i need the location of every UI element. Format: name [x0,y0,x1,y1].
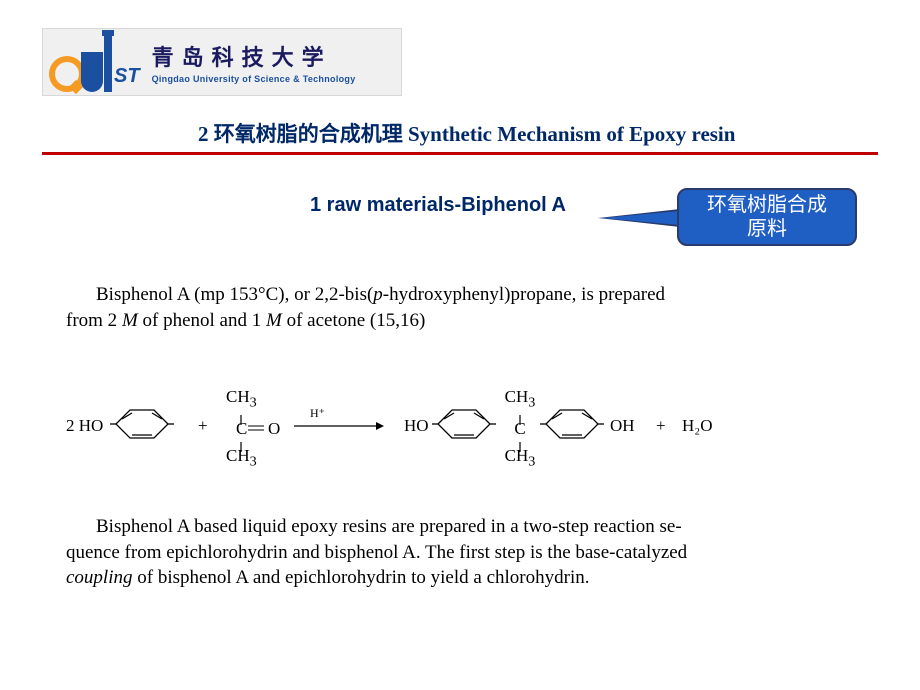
divider-line [42,152,878,155]
sub3: 3 [528,453,535,469]
university-name-en: Qingdao University of Science & Technolo… [152,74,356,84]
ho-label: HO [404,416,429,436]
p1-M2: M [266,310,282,331]
p2-line3: of bisphenol A and epichlorohydrin to yi… [133,567,590,588]
university-name-cn: 青岛科技大学 [152,40,356,72]
sub3: 3 [250,394,257,410]
university-logo: ST 青岛科技大学 Qingdao University of Science … [42,28,402,96]
p1-text: of acetone (15,16) [282,310,426,331]
ch3-label: CH [505,387,529,406]
acetone-group: CH3 C C O CH3 [226,388,257,468]
ch3-label: CH [226,446,250,465]
o-label: O [268,420,280,437]
sub3: 3 [250,453,257,469]
p1-text: -hydroxyphenyl)propane, is prepared [383,284,665,305]
logo-q [49,56,85,92]
benzene-ring-icon [432,404,496,444]
callout-pointer [602,211,680,225]
reaction-scheme: 2 HO + CH3 C C O CH3 H⁺ HO [66,374,866,474]
reaction-arrow-icon [294,420,384,432]
logo-st: ST [114,65,140,88]
p2-line2: quence from epichlorohydrin and bispheno… [66,540,866,566]
p1-text: of phenol and 1 [138,310,266,331]
subtitle: 1 raw materials-Biphenol A [310,194,566,217]
logo-mark: ST [49,32,140,92]
section-title: 2 环氧树脂的合成机理 Synthetic Mechanism of Epoxy… [198,118,735,148]
p1-text: from 2 [66,310,122,331]
paragraph-2: Bisphenol A based liquid epoxy resins ar… [66,514,866,591]
p1-italic-p: p [373,284,383,305]
logo-tower [104,34,112,92]
p2-line1: Bisphenol A based liquid epoxy resins ar… [66,514,866,540]
logo-text: 青岛科技大学 Qingdao University of Science & T… [152,40,356,84]
arrow-label: H⁺ [310,406,325,421]
h2o-label: H₂O [682,416,712,436]
sub3: 3 [528,394,535,410]
paragraph-1: Bisphenol A (mp 153°C), or 2,2-bis(p-hyd… [66,282,866,333]
callout-box: 环氧树脂合成 原料 [677,188,857,246]
p2-coupling: coupling [66,567,133,588]
benzene-ring-icon [540,404,604,444]
ch3-label: CH [505,446,529,465]
benzene-ring-icon [110,404,174,444]
p1-M1: M [122,310,138,331]
reagent-coef: 2 HO [66,416,103,436]
oh-label: OH [610,416,635,436]
central-c-group: CH3 C CH3 [500,388,540,468]
plus-sign: + [198,416,208,436]
ch3-label: CH [226,387,250,406]
subtitle-row: 1 raw materials-Biphenol A 环氧树脂合成 原料 [0,188,920,252]
p1-text: Bisphenol A (mp 153°C), or 2,2-bis( [96,284,373,305]
plus-sign: + [656,416,666,436]
logo-u [81,52,103,92]
